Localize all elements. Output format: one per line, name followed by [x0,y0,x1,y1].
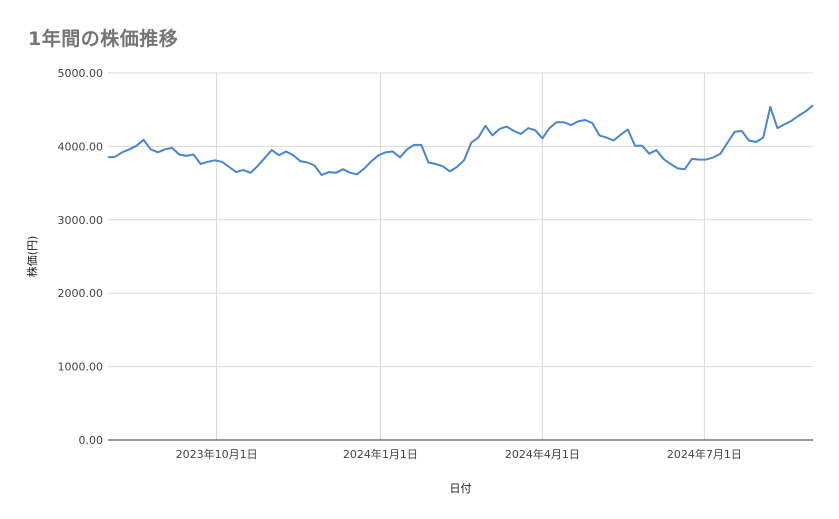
y-tick-label: 3000.00 [58,214,104,227]
x-tick-label: 2024年7月1日 [667,447,742,461]
y-tick-label: 1000.00 [58,361,104,374]
x-tick-label: 2024年1月1日 [343,447,418,461]
x-axis-ticks: 2023年10月1日 2024年1月1日 2024年4月1日 2024年7月1日 [176,447,742,461]
price-series [107,104,814,176]
x-tick-label: 2023年10月1日 [176,447,258,461]
y-tick-label: 2000.00 [58,287,104,300]
y-tick-label: 0.00 [79,434,104,447]
x-axis-label: 日付 [450,482,472,495]
x-tick-label: 2024年4月1日 [505,447,580,461]
series-line [107,104,814,176]
chart-title: 1年間の株価推移 [28,28,179,50]
y-tick-label: 5000.00 [58,67,104,80]
y-tick-label: 4000.00 [58,140,104,153]
gridlines [108,72,813,440]
y-axis-label: 株価(円) [25,236,39,278]
y-axis-ticks: 0.00 1000.00 2000.00 3000.00 4000.00 5000.00 [58,67,104,447]
